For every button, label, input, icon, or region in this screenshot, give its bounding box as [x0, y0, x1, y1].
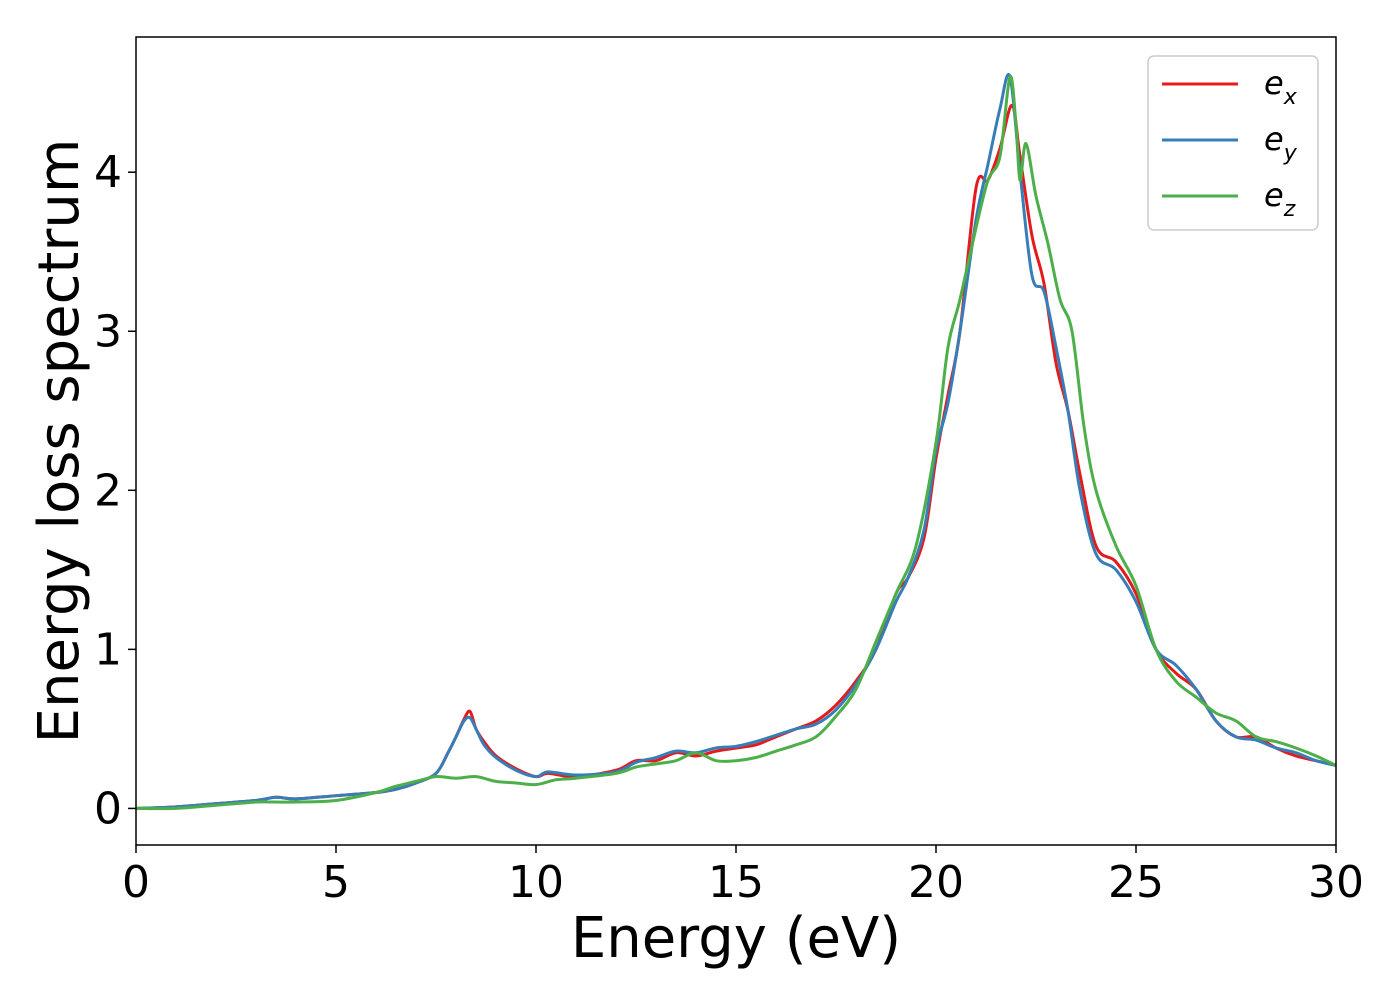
x-tick-label: 30 — [1308, 857, 1364, 908]
y-tick-label: 0 — [94, 783, 122, 834]
legend-label-e-x: ex — [1264, 64, 1298, 110]
legend: ex ey ez — [1147, 55, 1319, 231]
x-tick-label: 0 — [122, 857, 150, 908]
x-tick-label: 10 — [508, 857, 564, 908]
y-tick-label: 1 — [94, 624, 122, 675]
x-axis-title: Energy (eV) — [571, 906, 901, 971]
legend-label-e-z: ez — [1264, 176, 1296, 222]
series-layer — [136, 72, 1336, 811]
legend-label-e-y: ey — [1264, 120, 1298, 166]
y-tick-label: 2 — [94, 465, 122, 516]
y-tick-label: 3 — [94, 306, 122, 357]
series-line-e-z — [136, 75, 1336, 811]
y-axis-title: Energy loss spectrum — [27, 139, 92, 744]
y-tick-label: 4 — [94, 147, 122, 198]
x-axis: 0 5 10 15 20 25 30 — [122, 845, 1364, 908]
x-tick-label: 20 — [908, 857, 964, 908]
x-tick-label: 5 — [322, 857, 350, 908]
x-tick-label: 25 — [1108, 857, 1164, 908]
y-axis: 0 1 2 3 4 — [94, 147, 136, 834]
x-tick-label: 15 — [708, 857, 764, 908]
legend-box — [1147, 55, 1319, 231]
series-line-e-y — [136, 72, 1336, 810]
